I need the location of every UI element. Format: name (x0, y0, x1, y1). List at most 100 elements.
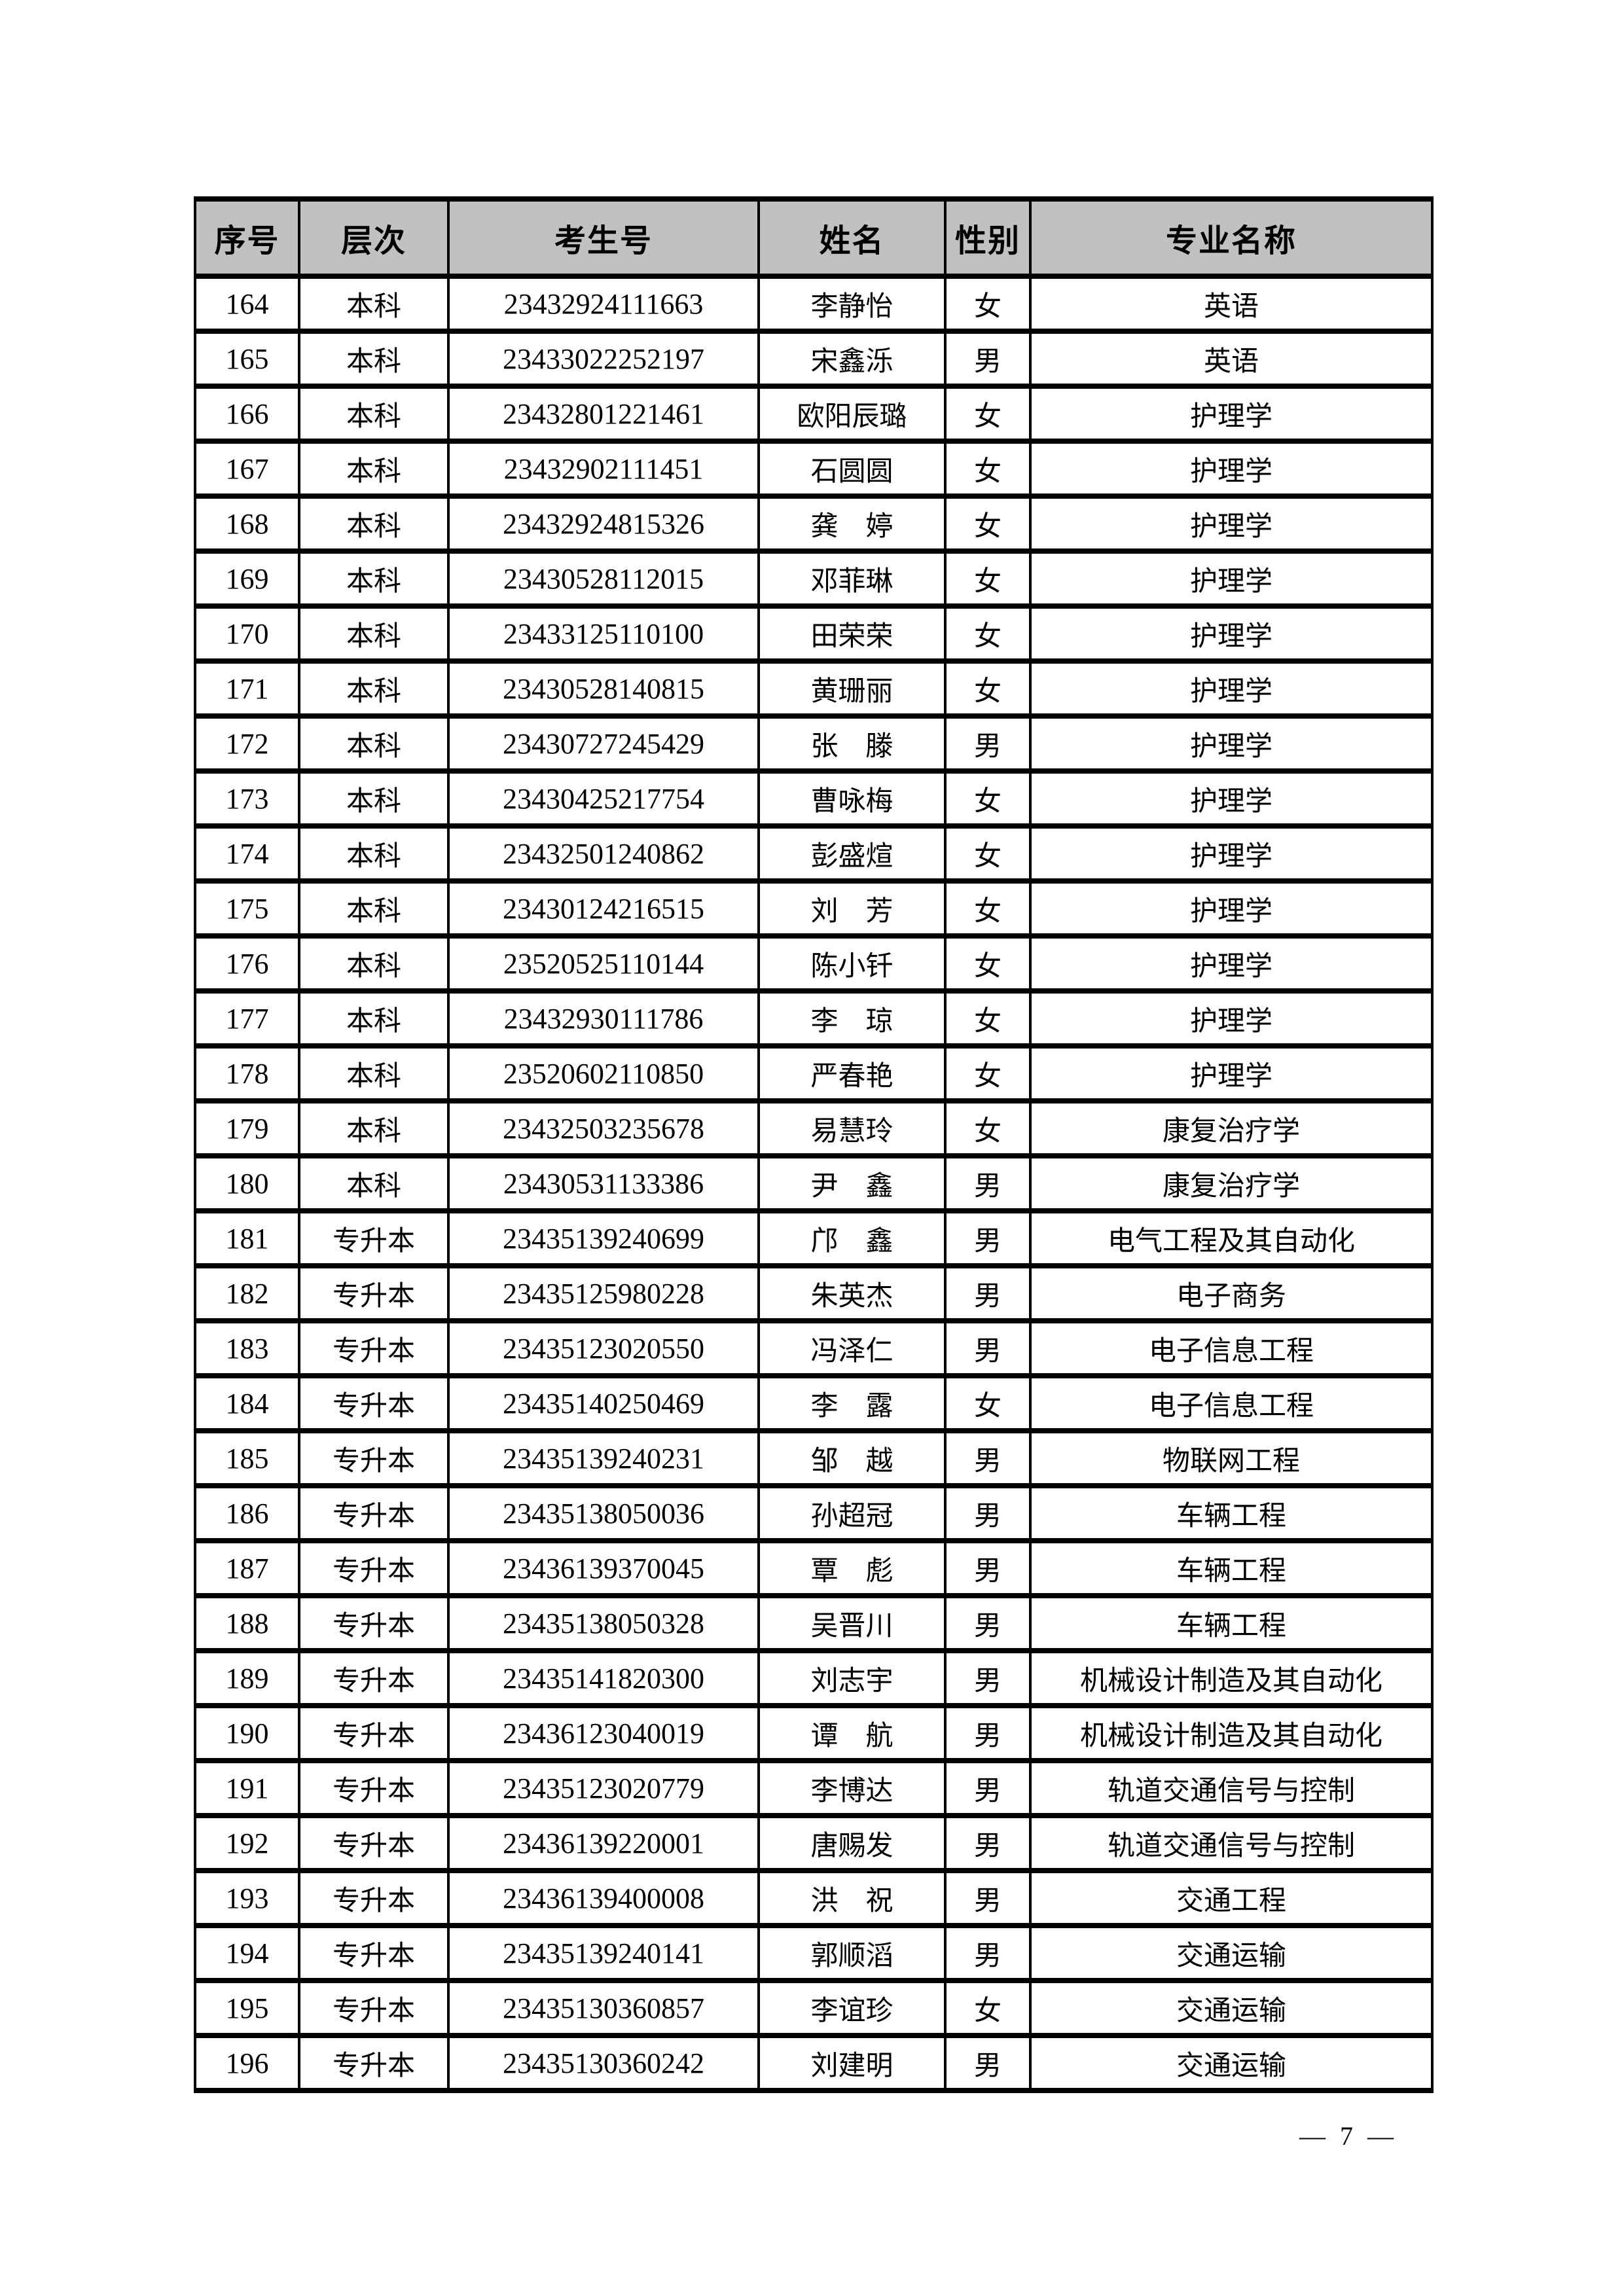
cell-level: 专升本 (298, 1208, 450, 1268)
cell-gender: 男 (944, 2033, 1032, 2093)
cell-gender: 女 (944, 1043, 1032, 1103)
cell-candidate-no: 23433125110100 (447, 603, 760, 664)
cell-major: 康复治疗学 (1029, 1098, 1434, 1158)
cell-level: 专升本 (298, 1703, 450, 1763)
cell-seq: 170 (194, 603, 300, 664)
cell-level: 本科 (298, 274, 450, 334)
cell-major: 英语 (1029, 274, 1434, 334)
cell-candidate-no: 23520525110144 (447, 933, 760, 994)
table-row: 180 本科 23430531133386 尹 鑫男康复治疗学 (194, 1153, 1434, 1213)
table-row: 165 本科 23433022252197 宋鑫泺男英语 (194, 329, 1434, 389)
cell-major: 机械设计制造及其自动化 (1029, 1648, 1434, 1708)
cell-candidate-no: 23435138050328 (447, 1593, 760, 1653)
cell-gender: 男 (944, 1208, 1032, 1268)
cell-name: 彭盛煊 (757, 823, 947, 884)
table-row: 188 专升本 23435138050328 吴晋川男车辆工程 (194, 1593, 1434, 1653)
cell-seq: 180 (194, 1153, 300, 1213)
cell-name: 孙超冠 (757, 1483, 947, 1543)
cell-level: 本科 (298, 713, 450, 774)
cell-name: 吴晋川 (757, 1593, 947, 1653)
cell-gender: 男 (944, 1813, 1032, 1873)
cell-name: 洪 祝 (757, 1868, 947, 1928)
cell-name: 邹 越 (757, 1428, 947, 1488)
cell-gender: 男 (944, 1263, 1032, 1323)
cell-gender: 女 (944, 493, 1032, 554)
col-header-level: 层次 (298, 196, 450, 279)
cell-candidate-no: 23435140250469 (447, 1373, 760, 1433)
table-row: 177 本科 23432930111786 李 琼女护理学 (194, 988, 1434, 1049)
cell-gender: 女 (944, 823, 1032, 884)
cell-level: 本科 (298, 329, 450, 389)
cell-seq: 195 (194, 1978, 300, 2038)
cell-seq: 175 (194, 878, 300, 939)
cell-candidate-no: 23432924815326 (447, 493, 760, 554)
cell-name: 李 露 (757, 1373, 947, 1433)
cell-seq: 191 (194, 1758, 300, 1818)
cell-candidate-no: 23430531133386 (447, 1153, 760, 1213)
cell-candidate-no: 23436139220001 (447, 1813, 760, 1873)
table-row: 164 本科 23432924111663 李静怡女英语 (194, 274, 1434, 334)
cell-name: 李静怡 (757, 274, 947, 334)
cell-gender: 男 (944, 1593, 1032, 1653)
table-row: 189 专升本 23435141820300 刘志宇男机械设计制造及其自动化 (194, 1648, 1434, 1708)
table-row: 185 专升本 23435139240231 邹 越男物联网工程 (194, 1428, 1434, 1488)
cell-gender: 女 (944, 768, 1032, 829)
admission-list-table: 序号 层次 考生号 姓名 性别 专业名称 164 本科 23432924111663… (194, 196, 1434, 2093)
cell-seq: 196 (194, 2033, 300, 2093)
cell-major: 护理学 (1029, 548, 1434, 609)
table-row: 168 本科 23432924815326 龚 婷女护理学 (194, 493, 1434, 554)
cell-gender: 女 (944, 933, 1032, 994)
cell-level: 本科 (298, 1153, 450, 1213)
cell-name: 龚 婷 (757, 493, 947, 554)
cell-name: 李谊珍 (757, 1978, 947, 2038)
cell-seq: 192 (194, 1813, 300, 1873)
cell-name: 朱英杰 (757, 1263, 947, 1323)
cell-level: 本科 (298, 603, 450, 664)
cell-seq: 190 (194, 1703, 300, 1763)
cell-seq: 174 (194, 823, 300, 884)
cell-major: 护理学 (1029, 823, 1434, 884)
table-row: 169 本科 23430528112015 邓菲琳女护理学 (194, 548, 1434, 609)
cell-gender: 男 (944, 329, 1032, 389)
cell-name: 黄珊丽 (757, 658, 947, 719)
cell-name: 田荣荣 (757, 603, 947, 664)
cell-name: 严春艳 (757, 1043, 947, 1103)
cell-gender: 男 (944, 1153, 1032, 1213)
cell-level: 专升本 (298, 1923, 450, 1983)
cell-candidate-no: 23435139240141 (447, 1923, 760, 1983)
cell-major: 电气工程及其自动化 (1029, 1208, 1434, 1268)
cell-candidate-no: 23435139240699 (447, 1208, 760, 1268)
cell-name: 李博达 (757, 1758, 947, 1818)
cell-level: 本科 (298, 823, 450, 884)
cell-gender: 女 (944, 384, 1032, 444)
cell-candidate-no: 23436139400008 (447, 1868, 760, 1928)
cell-major: 轨道交通信号与控制 (1029, 1758, 1434, 1818)
cell-major: 护理学 (1029, 658, 1434, 719)
cell-gender: 女 (944, 658, 1032, 719)
table-row: 191 专升本 23435123020779 李博达男轨道交通信号与控制 (194, 1758, 1434, 1818)
cell-name: 刘 芳 (757, 878, 947, 939)
cell-seq: 189 (194, 1648, 300, 1708)
table-row: 167 本科 23432902111451 石圆圆女护理学 (194, 439, 1434, 499)
col-header-name: 姓名 (757, 196, 947, 279)
cell-seq: 164 (194, 274, 300, 334)
cell-name: 陈小钎 (757, 933, 947, 994)
table-row: 172 本科 23430727245429 张 滕男护理学 (194, 713, 1434, 774)
cell-candidate-no: 23430124216515 (447, 878, 760, 939)
cell-candidate-no: 23436123040019 (447, 1703, 760, 1763)
cell-major: 机械设计制造及其自动化 (1029, 1703, 1434, 1763)
cell-major: 护理学 (1029, 493, 1434, 554)
cell-major: 轨道交通信号与控制 (1029, 1813, 1434, 1873)
cell-name: 张 滕 (757, 713, 947, 774)
cell-seq: 184 (194, 1373, 300, 1433)
table-header-row: 序号 层次 考生号 姓名 性别 专业名称 (194, 196, 1434, 279)
cell-name: 易慧玲 (757, 1098, 947, 1158)
page-number: — 7 — (1299, 2121, 1398, 2151)
cell-name: 谭 航 (757, 1703, 947, 1763)
cell-candidate-no: 23433022252197 (447, 329, 760, 389)
cell-level: 本科 (298, 493, 450, 554)
cell-gender: 男 (944, 1703, 1032, 1763)
cell-major: 护理学 (1029, 878, 1434, 939)
cell-level: 本科 (298, 439, 450, 499)
